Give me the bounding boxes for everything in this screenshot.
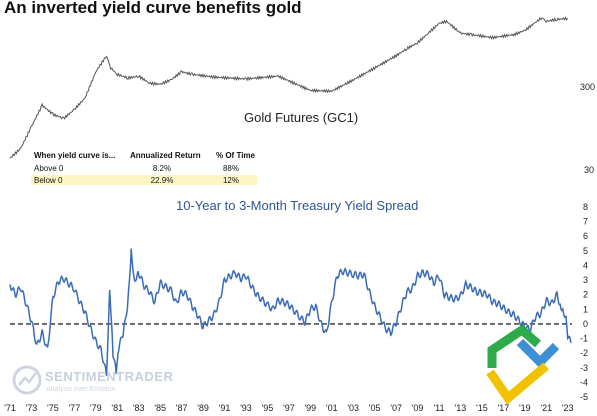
logo-yellow-stroke <box>486 362 549 405</box>
x-tick-label: '95 <box>262 403 274 413</box>
table-row-above-return: 8.2% <box>153 164 171 173</box>
yield-spread-panel: 10-Year to 3-Month Treasury Yield Spread… <box>4 198 588 413</box>
x-tick-label: '03 <box>347 403 359 413</box>
table-row-below-condition: Below 0 <box>34 176 63 185</box>
x-tick-label: '71 <box>4 403 16 413</box>
logo-blue-stroke <box>516 338 560 369</box>
spread-y-tick: -3 <box>580 363 588 373</box>
x-tick-label: '75 <box>47 403 59 413</box>
x-tick-label: '09 <box>412 403 424 413</box>
spread-y-tick: 4 <box>583 260 588 270</box>
spread-panel-title: 10-Year to 3-Month Treasury Yield Spread <box>176 198 418 213</box>
spread-y-tick: 6 <box>583 231 588 241</box>
x-tick-label: '87 <box>176 403 188 413</box>
x-tick-label: '91 <box>219 403 231 413</box>
x-tick-label: '21 <box>540 403 552 413</box>
x-tick-label: '13 <box>455 403 467 413</box>
spread-y-tick: -2 <box>580 348 588 358</box>
table-row-below-time: 12% <box>223 176 239 185</box>
chart-title: An inverted yield curve benefits gold <box>4 0 302 17</box>
x-tick-label: '15 <box>476 403 488 413</box>
x-axis: '71 '73 '75 '77 '79 '81 '83 '85 '87 '89 '91 '93 '95 '… <box>4 403 573 413</box>
spread-y-tick: 5 <box>583 246 588 256</box>
yield-spread-line <box>9 248 572 376</box>
x-tick-label: '07 <box>390 403 402 413</box>
watermark-tagline: Analysis over Emotion <box>46 386 115 393</box>
gold-futures-panel: Gold Futures (GC1) 300 30 <box>9 16 595 175</box>
x-tick-label: '99 <box>304 403 316 413</box>
spread-y-tick: -4 <box>580 377 588 387</box>
spread-y-tick: -1 <box>580 334 588 344</box>
x-tick-label: '05 <box>369 403 381 413</box>
spread-y-tick: 0 <box>583 319 588 329</box>
x-tick-label: '01 <box>326 403 338 413</box>
table-header-return: Annualized Return <box>130 151 201 160</box>
x-tick-label: '93 <box>240 403 252 413</box>
spread-y-tick: 8 <box>583 202 588 212</box>
gold-futures-line <box>9 16 569 159</box>
watermark-logo-icon <box>12 365 42 395</box>
table-header-condition: When yield curve is... <box>34 151 115 160</box>
corner-logo-icon <box>486 324 560 405</box>
sentimentrader-watermark: SENTIMENTRADER Analysis over Emotion <box>12 365 173 395</box>
x-tick-label: '17 <box>497 403 509 413</box>
x-tick-label: '83 <box>133 403 145 413</box>
table-highlight-row <box>31 175 257 185</box>
x-tick-label: '77 <box>68 403 80 413</box>
table-row-above-time: 88% <box>223 164 239 173</box>
x-tick-label: '89 <box>197 403 209 413</box>
gold-y-tick-30: 30 <box>584 165 594 175</box>
x-tick-label: '97 <box>283 403 295 413</box>
logo-green-stroke <box>487 324 541 368</box>
watermark-trend-icon <box>18 372 37 386</box>
x-tick-label: '85 <box>154 403 166 413</box>
x-tick-label: '23 <box>562 403 574 413</box>
spread-y-tick: 3 <box>583 275 588 285</box>
spread-y-tick: 2 <box>583 290 588 300</box>
gold-panel-title: Gold Futures (GC1) <box>244 110 358 125</box>
table-row-below-return: 22.9% <box>151 176 174 185</box>
stats-table: When yield curve is... Annualized Return… <box>31 151 257 185</box>
spread-y-tick: 7 <box>583 217 588 227</box>
spread-y-tick: 1 <box>583 304 588 314</box>
watermark-name: SENTIMENTRADER <box>45 369 173 384</box>
x-tick-label: '73 <box>26 403 38 413</box>
spread-y-tick: -5 <box>580 392 588 402</box>
table-header-time: % Of Time <box>216 151 256 160</box>
x-tick-label: '19 <box>519 403 531 413</box>
spread-y-axis: -5 -4 -3 -2 -1 0 1 2 3 4 5 6 7 8 <box>580 202 588 402</box>
x-tick-label: '81 <box>111 403 123 413</box>
x-tick-label: '11 <box>433 403 444 413</box>
x-tick-label: '79 <box>90 403 102 413</box>
gold-y-tick-300: 300 <box>580 82 595 92</box>
table-row-above-condition: Above 0 <box>34 164 64 173</box>
